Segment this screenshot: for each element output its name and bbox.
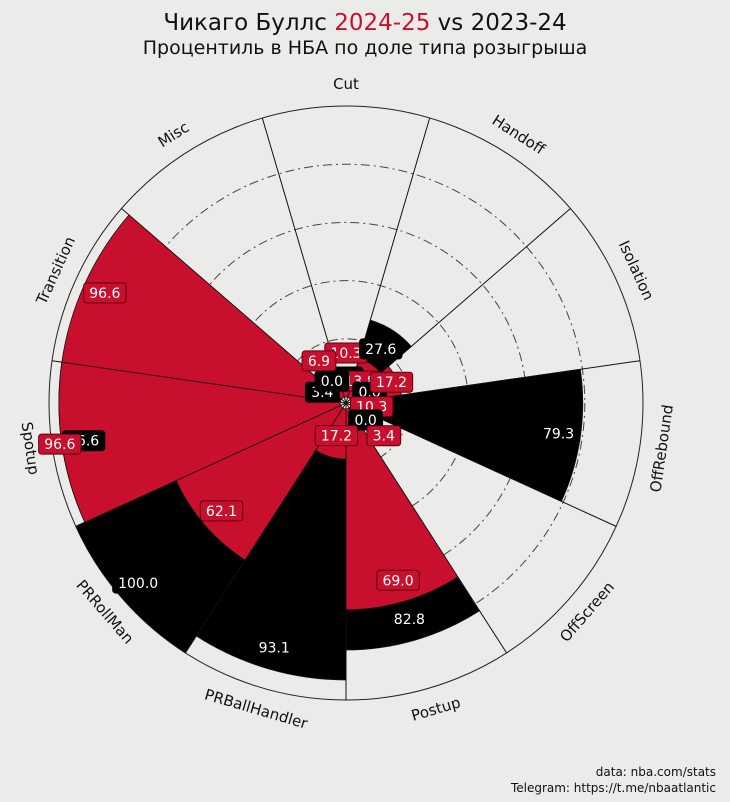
bar-2024-25 — [175, 404, 344, 561]
value-label-2024-25: 62.1 — [199, 500, 244, 522]
category-label: Misc — [155, 118, 193, 151]
title-team: Чикаго Буллс — [163, 10, 327, 36]
svg-text:79.3: 79.3 — [543, 427, 574, 443]
value-label-2024-25: 3.4 — [366, 425, 402, 447]
source-credit: data: nba.com/stats — [595, 765, 716, 779]
value-label-2023-24: 82.8 — [387, 608, 432, 630]
svg-text:62.1: 62.1 — [206, 504, 237, 520]
title-vs: vs — [437, 10, 464, 36]
svg-text:17.2: 17.2 — [376, 375, 407, 391]
svg-text:96.6: 96.6 — [44, 437, 75, 453]
title-season-prev: 2023-24 — [470, 10, 567, 36]
bar-2024-25 — [58, 361, 342, 523]
telegram-credit: Telegram: https://t.me/nbaatlantic — [510, 781, 716, 795]
value-label-2023-24: 0.0 — [348, 409, 384, 431]
value-label-2024-25: 69.0 — [376, 569, 420, 591]
value-label-2024-25: 96.6 — [38, 433, 82, 455]
value-label-2024-25: 17.2 — [369, 371, 414, 393]
svg-text:96.6: 96.6 — [89, 286, 120, 302]
value-label-2023-24: 79.3 — [536, 423, 581, 445]
category-label: Cut — [333, 75, 359, 93]
svg-text:0.0: 0.0 — [321, 374, 343, 390]
svg-text:69.0: 69.0 — [382, 573, 413, 589]
value-label-2023-24: 100.0 — [112, 572, 165, 594]
svg-text:3.4: 3.4 — [373, 429, 395, 445]
value-label-2023-24: 27.6 — [359, 338, 403, 360]
category-label: OffRebound — [647, 403, 677, 493]
title-season-current: 2024-25 — [334, 10, 431, 36]
svg-text:82.8: 82.8 — [394, 612, 425, 628]
category-label: Postup — [409, 693, 462, 724]
value-label-2023-24: 0.0 — [314, 370, 350, 392]
svg-text:17.2: 17.2 — [321, 429, 352, 445]
value-label-2023-24: 93.1 — [252, 637, 296, 659]
svg-text:27.6: 27.6 — [365, 342, 396, 358]
svg-text:100.0: 100.0 — [118, 576, 158, 592]
bar-2024-25 — [345, 407, 459, 611]
svg-text:93.1: 93.1 — [259, 641, 290, 657]
credits: data: nba.com/stats Telegram: https://t.… — [511, 764, 716, 796]
value-label-2024-25: 17.2 — [314, 425, 359, 447]
category-label: Spotup — [18, 421, 43, 476]
svg-text:10.3: 10.3 — [330, 346, 361, 362]
chart-title: Чикаго Буллс 2024-25 vs 2023-24 — [0, 10, 730, 36]
value-label-2024-25: 6.9 — [301, 350, 337, 372]
value-label-2024-25: 96.6 — [83, 282, 127, 304]
chart-subtitle: Процентиль в НБА по доле типа розыгрыша — [142, 37, 588, 59]
svg-text:0.0: 0.0 — [355, 413, 377, 429]
svg-text:6.9: 6.9 — [308, 354, 330, 370]
